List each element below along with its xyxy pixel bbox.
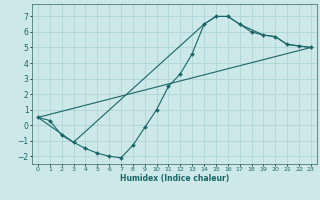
X-axis label: Humidex (Indice chaleur): Humidex (Indice chaleur) [120, 174, 229, 183]
